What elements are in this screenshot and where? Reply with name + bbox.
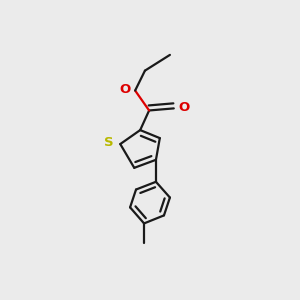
Text: O: O [178,101,189,114]
Text: O: O [120,83,131,97]
Text: S: S [104,136,114,149]
